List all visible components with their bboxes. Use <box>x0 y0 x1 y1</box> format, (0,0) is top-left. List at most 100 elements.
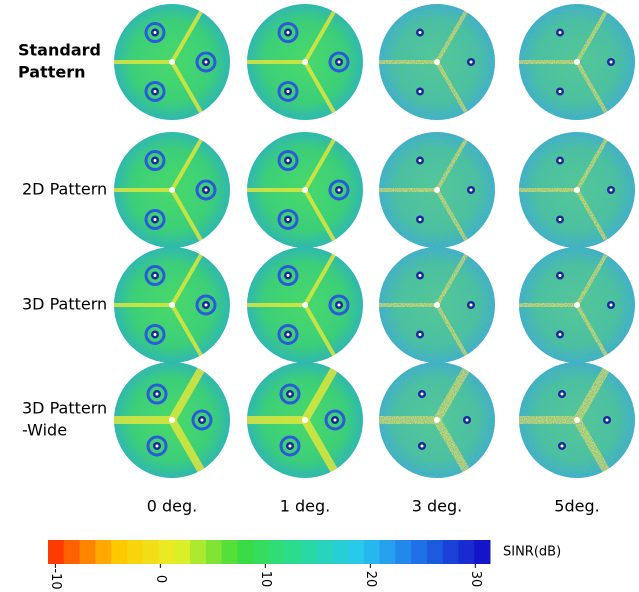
center-dot <box>302 187 308 193</box>
center-dot <box>574 417 580 423</box>
cell-dot <box>421 393 424 396</box>
figure: StandardPattern2D Pattern3D Pattern3D Pa… <box>0 0 639 592</box>
colorbar-segment <box>253 540 269 564</box>
sinr-map <box>102 1 230 122</box>
sinr-map <box>367 129 495 250</box>
cell-dot <box>154 274 157 277</box>
map-content <box>367 1 495 122</box>
center-dot <box>434 302 440 308</box>
sinr-map <box>102 359 230 480</box>
cell-dot <box>287 218 290 221</box>
map-content <box>367 244 495 365</box>
cell-dot <box>561 444 564 447</box>
colorbar-segment <box>285 540 301 564</box>
sinr-map <box>235 1 363 122</box>
colorbar-tick-label: 10 <box>258 571 273 588</box>
cell-dot <box>610 304 613 307</box>
map-content <box>507 359 635 480</box>
cell-dot <box>421 444 424 447</box>
cell-dot <box>289 393 292 396</box>
cell-dot <box>610 61 613 64</box>
center-dot <box>574 187 580 193</box>
colorbar-segment <box>380 540 396 564</box>
cell-dot <box>559 159 562 162</box>
cell-dot <box>559 31 562 34</box>
map-content <box>367 359 495 480</box>
colorbar-segment <box>364 540 380 564</box>
cell-dot <box>287 333 290 336</box>
sinr-map <box>102 129 230 250</box>
cell-dot <box>338 61 341 64</box>
sinr-map <box>235 129 363 250</box>
colorbar-label: SINR(dB) <box>503 545 561 560</box>
cell-dot <box>419 333 422 336</box>
cell-dot <box>470 61 473 64</box>
cell-dot <box>334 419 337 422</box>
colorbar-segment <box>143 540 159 564</box>
cell-dot <box>154 31 157 34</box>
colorbar-segment <box>427 540 443 564</box>
row-label: -Wide <box>22 421 67 440</box>
sinr-map <box>507 359 635 480</box>
cell-dot <box>470 304 473 307</box>
colorbar-segment <box>174 540 190 564</box>
row-label: 3D Pattern <box>22 295 107 314</box>
colorbar-segment <box>443 540 459 564</box>
cell-dot <box>154 218 157 221</box>
center-dot <box>169 417 175 423</box>
cell-dot <box>559 218 562 221</box>
colorbar-segment <box>237 540 253 564</box>
cell-dot <box>289 444 292 447</box>
center-dot <box>434 59 440 65</box>
cell-dot <box>419 159 422 162</box>
row-label: Pattern <box>18 63 86 82</box>
row-label: 3D Pattern <box>22 399 107 418</box>
colorbar-tick-label: 20 <box>363 571 378 588</box>
cell-dot <box>419 31 422 34</box>
sinr-map <box>507 129 635 250</box>
sinr-map <box>507 244 635 365</box>
cell-dot <box>338 304 341 307</box>
cell-dot <box>606 419 609 422</box>
cell-dot <box>156 393 159 396</box>
colorbar-segment <box>301 540 317 564</box>
colorbar-segment <box>348 540 364 564</box>
cell-dot <box>419 90 422 93</box>
cell-dot <box>154 90 157 93</box>
colorbar-segment <box>95 540 111 564</box>
map-content <box>367 129 495 250</box>
cell-dot <box>287 159 290 162</box>
cell-dot <box>559 333 562 336</box>
colorbar-segment <box>206 540 222 564</box>
center-dot <box>169 302 175 308</box>
colorbar-tick-label: -10 <box>48 568 63 589</box>
colorbar-segment <box>64 540 80 564</box>
cell-dot <box>154 159 157 162</box>
center-dot <box>302 302 308 308</box>
map-content <box>507 129 635 250</box>
column-label: 3 deg. <box>412 497 463 516</box>
sinr-map <box>507 1 635 122</box>
center-dot <box>302 417 308 423</box>
sinr-map <box>235 244 363 365</box>
center-dot <box>302 59 308 65</box>
colorbar-segment <box>269 540 285 564</box>
colorbar-segment <box>395 540 411 564</box>
cell-dot <box>156 444 159 447</box>
colorbar-segment <box>190 540 206 564</box>
cell-dot <box>205 189 208 192</box>
map-content <box>507 1 635 122</box>
colorbar-segment <box>159 540 175 564</box>
colorbar-tick-label: 30 <box>468 571 483 588</box>
colorbar-segment <box>332 540 348 564</box>
sinr-map <box>367 244 495 365</box>
cell-dot <box>205 304 208 307</box>
cell-dot <box>419 218 422 221</box>
cell-dot <box>466 419 469 422</box>
sinr-map <box>367 1 495 122</box>
cell-dot <box>154 333 157 336</box>
column-label: 1 deg. <box>280 497 331 516</box>
map-content <box>507 244 635 365</box>
cell-dot <box>559 274 562 277</box>
cell-dot <box>205 61 208 64</box>
